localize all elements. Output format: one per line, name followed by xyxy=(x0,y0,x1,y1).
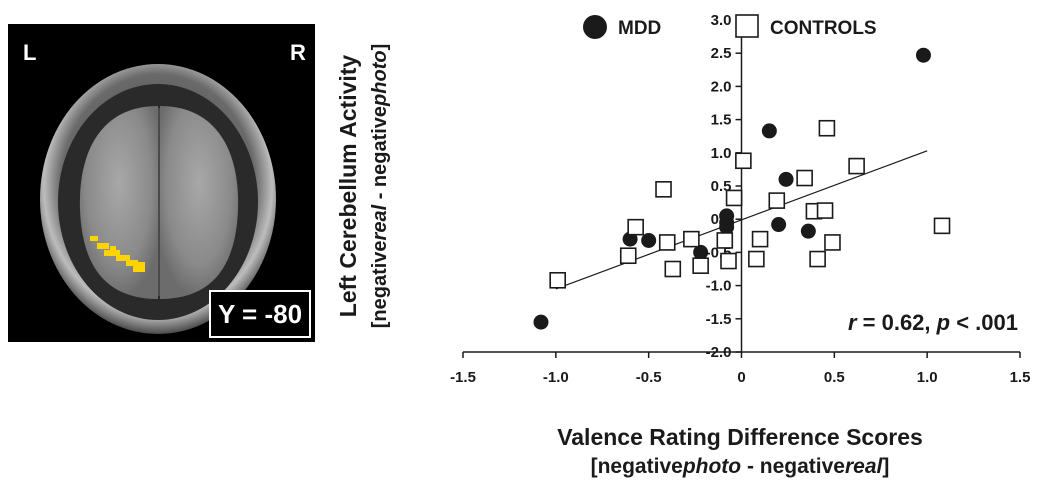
y-tick-label: 1.5 xyxy=(711,112,732,129)
cerebellum-activation xyxy=(90,236,145,272)
control-point xyxy=(824,234,841,251)
control-point xyxy=(809,250,826,268)
control-point xyxy=(735,152,752,170)
y-tick-label: 2.0 xyxy=(711,78,732,95)
mdd-point xyxy=(800,223,816,239)
data-points xyxy=(533,47,951,330)
control-point xyxy=(796,169,813,187)
right-orientation-label: R xyxy=(290,40,306,65)
y-axis-title-main: Left Cerebellum Activity xyxy=(335,55,361,318)
control-point xyxy=(933,217,951,235)
stat-symbol: r xyxy=(848,310,858,335)
y-axis-title-sub: [negativereal - negativephoto] xyxy=(369,44,391,329)
y-axis-title: Left Cerebellum Activity [negativereal - … xyxy=(335,44,391,329)
control-point xyxy=(768,192,786,209)
x-tick-label: 0.5 xyxy=(824,369,845,386)
legend-controls-label: CONTROLS xyxy=(770,18,877,39)
x-sub-part2: real xyxy=(845,455,883,478)
legend: MDD CONTROLS xyxy=(583,14,877,39)
stat-value: < .001 xyxy=(950,310,1018,335)
y-tick-label: 3.0 xyxy=(711,12,732,29)
slice-coordinate-label: Y = -80 xyxy=(209,290,311,338)
y-sub-part: photo xyxy=(369,50,391,107)
control-point xyxy=(725,189,743,207)
y-tick-label: -1.0 xyxy=(706,278,732,295)
regression-line-layer xyxy=(555,150,928,290)
control-point xyxy=(751,230,769,248)
right-hemisphere xyxy=(160,106,239,299)
control-point xyxy=(816,202,834,219)
control-point xyxy=(655,181,672,198)
stat-symbol: p xyxy=(936,310,950,335)
x-tick-label: -1.0 xyxy=(543,369,569,386)
control-point xyxy=(619,247,637,265)
y-sub-part: - negative xyxy=(369,106,391,205)
control-point xyxy=(848,157,865,175)
scatter-chart: Left Cerebellum Activity [negativereal - … xyxy=(335,12,1031,386)
legend-mdd-label: MDD xyxy=(618,18,661,39)
control-point xyxy=(658,234,676,251)
left-orientation-label: L xyxy=(23,40,37,65)
y-sub-part: [negative xyxy=(369,240,391,328)
legend-controls-marker xyxy=(735,14,759,38)
x-tick-label: 1.5 xyxy=(1010,369,1031,386)
mdd-point xyxy=(693,244,709,260)
mdd-point xyxy=(533,314,549,330)
brain-coronal-slice xyxy=(40,64,276,334)
y-tick-label: 1.0 xyxy=(711,145,732,162)
mdd-point xyxy=(719,219,735,235)
control-point xyxy=(692,257,709,274)
control-point xyxy=(720,252,737,270)
x-tick-label: 0 xyxy=(737,369,745,386)
y-sub-part: real xyxy=(369,204,391,240)
x-sub-suffix: ] xyxy=(882,455,890,478)
x-tick-label: 1.0 xyxy=(917,369,938,386)
y-tick-label: -2.0 xyxy=(706,344,732,361)
control-point xyxy=(683,230,700,248)
control-point xyxy=(748,250,765,268)
control-point xyxy=(716,232,734,249)
mdd-point xyxy=(771,217,787,233)
brain-slice-image: L R Y = -80 xyxy=(8,24,315,342)
stat-annotation: r = 0.62, p < .001 xyxy=(848,310,1018,335)
control-point xyxy=(627,218,644,236)
mdd-point xyxy=(641,232,657,248)
mdd-point xyxy=(778,171,794,187)
control-point xyxy=(818,119,836,137)
x-sub-middle: - negative xyxy=(741,455,845,478)
correlation-annotation: r = 0.62, p < .001 xyxy=(848,310,1018,335)
x-tick-label: -1.5 xyxy=(450,369,476,386)
mdd-point xyxy=(915,47,931,63)
legend-mdd-marker xyxy=(583,15,607,39)
stat-value: = 0.62, xyxy=(857,310,937,335)
x-axis-title: Valence Rating Difference Scores xyxy=(557,424,923,450)
left-hemisphere xyxy=(79,106,158,299)
mdd-point xyxy=(761,123,777,139)
x-sub-prefix: [negative xyxy=(590,455,683,478)
y-tick-label: 2.5 xyxy=(711,45,732,62)
y-sub-part: ] xyxy=(369,44,391,51)
y-tick-label: -1.5 xyxy=(706,311,732,328)
regression-line xyxy=(555,150,928,290)
control-point xyxy=(664,260,682,278)
control-point xyxy=(549,271,566,289)
x-tick-label: -0.5 xyxy=(636,369,662,386)
x-sub-part1: photo xyxy=(682,455,742,478)
x-axis-subtitle: [negativephoto - negativereal] xyxy=(460,455,1020,479)
